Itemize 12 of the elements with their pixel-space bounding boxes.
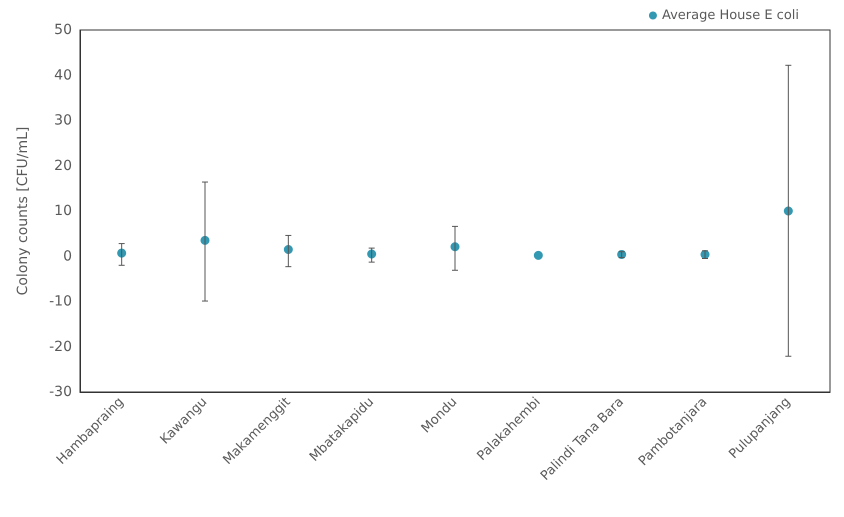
legend-label: Average House E coli: [662, 8, 800, 23]
y-tick-label: 40: [54, 67, 72, 84]
y-tick-label: 10: [54, 203, 72, 219]
y-axis-title: Colony counts [CFU/mL]: [15, 126, 31, 296]
y-tick-label: 20: [54, 158, 72, 174]
point: [534, 250, 543, 260]
y-tick-label: 50: [54, 22, 72, 38]
y-tick-label: 30: [54, 112, 72, 128]
y-tick-label: -20: [49, 338, 72, 355]
y-tick-label: 0: [63, 248, 72, 264]
y-tick-label: -10: [49, 294, 72, 310]
y-tick-label: -30: [49, 384, 72, 400]
